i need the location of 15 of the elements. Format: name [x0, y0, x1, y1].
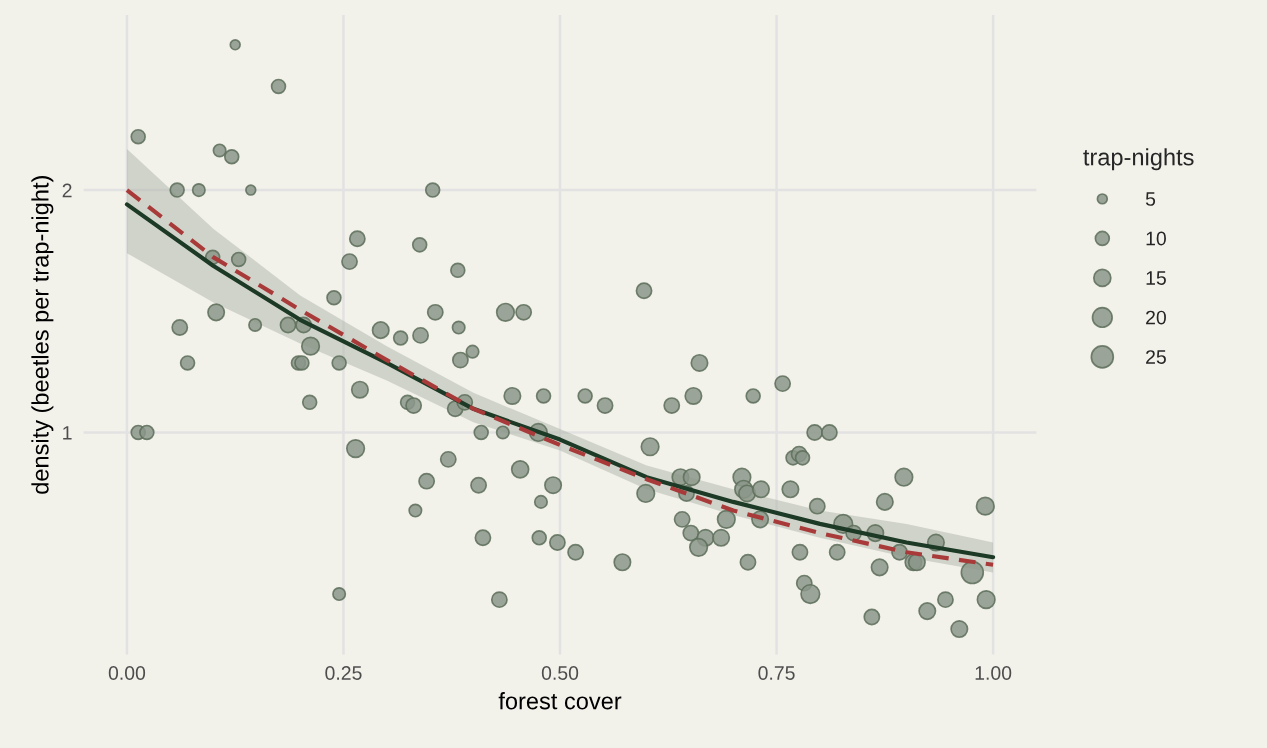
x-axis-title: forest cover — [498, 692, 622, 710]
x-tick-label: 0.25 — [325, 666, 362, 680]
legend-label: 20 — [1146, 310, 1166, 325]
x-tick-label: 1.00 — [975, 666, 1012, 680]
x-tick-label: 0.50 — [541, 666, 579, 680]
legend-title: trap-nights — [1083, 148, 1194, 171]
x-tick-label: 0.75 — [758, 666, 795, 680]
legend-label: 10 — [1146, 231, 1166, 246]
legend-label: 15 — [1146, 271, 1166, 285]
legend-label: 5 — [1145, 192, 1156, 206]
y-axis-title: density (beetles per trap-night) — [31, 176, 54, 494]
legend-label: 25 — [1146, 350, 1166, 364]
x-tick-label: 0.00 — [108, 666, 146, 680]
y-tick-label: 1 — [63, 426, 72, 440]
y-tick-label: 2 — [62, 183, 72, 198]
